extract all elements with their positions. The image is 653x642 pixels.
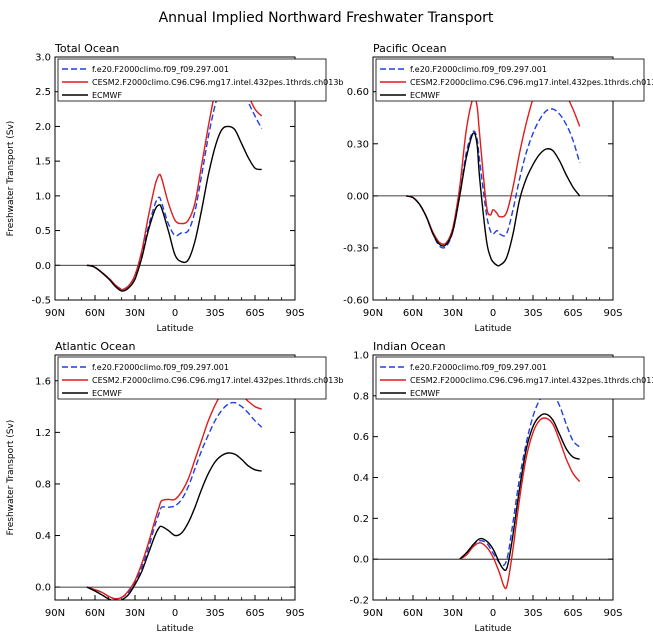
legend-box	[375, 58, 645, 102]
legend-label: ECMWF	[410, 91, 440, 100]
x-tick-label: 30N	[125, 308, 145, 319]
series-group	[86, 387, 263, 600]
y-tick-label: 1.5	[35, 157, 51, 168]
panel-2: Pacific Ocean 90N 60N 30N 0 30S 60S 90S -0.60 -0.…	[343, 42, 653, 334]
x-tick-label: 0	[490, 608, 496, 619]
legend-box	[57, 58, 327, 102]
series-group	[406, 74, 581, 267]
x-axis-label: Latitude	[156, 624, 194, 634]
x-tick-label: 60S	[563, 308, 582, 319]
y-tick-label: 0.8	[35, 479, 51, 490]
y-axis-label: Freshwater Transport (Sv)	[6, 121, 16, 237]
x-tick-label: 0	[172, 608, 178, 619]
x-tick-label: 60N	[403, 608, 423, 619]
y-tick-label: -0.2	[349, 596, 369, 607]
x-tick-label: 90N	[363, 608, 383, 619]
y-tick-label: 0.0	[353, 555, 369, 566]
series-line-3	[459, 413, 580, 572]
legend-box	[57, 356, 327, 400]
legend-label: ECMWF	[92, 389, 122, 398]
legend-label: ECMWF	[410, 389, 440, 398]
y-tick-label: 0.2	[353, 514, 369, 525]
series-line-3	[86, 125, 262, 292]
y-axis-label: Freshwater Transport (Sv)	[6, 420, 16, 536]
series-line-2	[86, 387, 262, 600]
y-tick-label: 0.00	[347, 191, 369, 202]
y-tick-label: 1.2	[35, 428, 51, 439]
y-tick-label: 0.0	[35, 583, 51, 594]
x-tick-label: 60N	[403, 308, 423, 319]
y-tick-label: 0.5	[35, 226, 51, 237]
legend-label: CESM2.F2000climo.C96.C96.mg17.intel.432p…	[410, 376, 653, 385]
panel-3: Atlantic Ocean 90N 60N 30N 0 30S 60S 90S 0.0 0.4 0…	[6, 340, 344, 634]
y-tick-label: 0.4	[353, 473, 369, 484]
y-tick-label: 1.6	[35, 376, 51, 387]
x-tick-label: 30S	[523, 308, 542, 319]
series-line-1	[86, 72, 263, 290]
x-tick-label: 90S	[603, 308, 622, 319]
y-tick-label: 1.0	[35, 191, 51, 202]
x-tick-label: 0	[490, 308, 496, 319]
x-tick-label: 30N	[125, 608, 145, 619]
x-tick-label: 60S	[245, 608, 264, 619]
series-line-1	[459, 390, 581, 567]
x-tick-label: 60S	[563, 608, 582, 619]
series-group	[459, 390, 581, 590]
y-tick-label: 0.6	[353, 432, 369, 443]
panel-title: Indian Ocean	[373, 340, 446, 353]
legend-label: f.e20.F2000climo.f09_f09.297.001	[92, 363, 229, 372]
legend-label: f.e20.F2000climo.f09_f09.297.001	[410, 65, 547, 74]
x-axis-label: Latitude	[156, 324, 194, 334]
x-tick-label: 0	[172, 308, 178, 319]
legend-label: f.e20.F2000climo.f09_f09.297.001	[410, 363, 547, 372]
panel-1: Total Ocean 90N 60N 30N 0 30S 60S 90S -0.5 0.0 0.5…	[6, 42, 344, 334]
x-tick-label: 60N	[85, 308, 105, 319]
x-tick-label: 90S	[285, 608, 304, 619]
y-tick-label: 1.0	[353, 351, 369, 362]
y-tick-label: 0.30	[347, 139, 369, 150]
legend-label: CESM2.F2000climo.C96.C96.mg17.intel.432p…	[410, 78, 653, 87]
legend-label: CESM2.F2000climo.C96.C96.mg17.intel.432p…	[92, 78, 344, 87]
x-tick-label: 30S	[205, 308, 224, 319]
legend-label: CESM2.F2000climo.C96.C96.mg17.intel.432p…	[92, 376, 344, 385]
y-tick-label: 0.0	[35, 261, 51, 272]
series-line-3	[406, 132, 581, 267]
figure-title: Annual Implied Northward Freshwater Tran…	[159, 10, 494, 26]
series-line-3	[86, 452, 262, 600]
panel-title: Total Ocean	[54, 42, 119, 55]
legend-box	[375, 356, 645, 400]
y-tick-label: 0.8	[353, 391, 369, 402]
x-tick-label: 30S	[523, 608, 542, 619]
x-tick-label: 90S	[603, 608, 622, 619]
x-tick-label: 30S	[205, 608, 224, 619]
legend-label: f.e20.F2000climo.f09_f09.297.001	[92, 65, 229, 74]
y-tick-label: -0.30	[343, 243, 369, 254]
x-tick-label: 90N	[363, 308, 383, 319]
series-line-1	[406, 108, 581, 249]
x-axis-label: Latitude	[474, 324, 512, 334]
x-tick-label: 90S	[285, 308, 304, 319]
y-tick-label: 2.5	[35, 87, 51, 98]
panels: Total Ocean 90N 60N 30N 0 30S 60S 90S -0.5 0.0 0.5…	[6, 42, 653, 634]
series-line-1	[86, 401, 263, 600]
y-tick-label: 0.60	[347, 87, 369, 98]
x-axis-label: Latitude	[474, 624, 512, 634]
y-tick-label: 3.0	[35, 53, 51, 64]
series-line-2	[459, 417, 581, 590]
panel-title: Atlantic Ocean	[55, 340, 136, 353]
x-tick-label: 90N	[45, 308, 65, 319]
panel-title: Pacific Ocean	[373, 42, 447, 55]
x-tick-label: 60N	[85, 608, 105, 619]
x-tick-label: 30N	[443, 308, 463, 319]
legend-label: ECMWF	[92, 91, 122, 100]
x-tick-label: 30N	[443, 608, 463, 619]
y-tick-label: -0.60	[343, 296, 369, 307]
y-tick-label: 0.4	[35, 531, 51, 542]
y-tick-label: 2.0	[35, 122, 51, 133]
panel-4: Indian Ocean 90N 60N 30N 0 30S 60S 90S -0.2 0.0 0.…	[349, 340, 653, 634]
x-tick-label: 60S	[245, 308, 264, 319]
y-tick-label: -0.5	[31, 296, 51, 307]
x-tick-label: 90N	[45, 608, 65, 619]
